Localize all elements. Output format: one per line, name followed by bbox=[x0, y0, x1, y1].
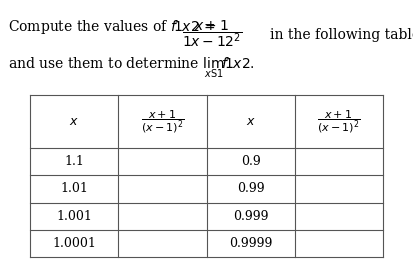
Text: and use them to determine $\lim_{x{\rm S}1}\! f\!1x2.$: and use them to determine $\lim_{x{\rm S… bbox=[8, 55, 255, 80]
Text: $\dfrac{x + 1}{(x - 1)^2}$: $\dfrac{x + 1}{(x - 1)^2}$ bbox=[317, 108, 361, 135]
Text: 1.01: 1.01 bbox=[60, 182, 88, 195]
Text: 1.001: 1.001 bbox=[56, 210, 92, 223]
Text: $\dfrac{x + 1}{(x - 1)^2}$: $\dfrac{x + 1}{(x - 1)^2}$ bbox=[141, 108, 184, 135]
Text: $\dfrac{x + 1}{1x - 12^2}$: $\dfrac{x + 1}{1x - 12^2}$ bbox=[182, 18, 242, 49]
Text: 0.99: 0.99 bbox=[237, 182, 264, 195]
Text: 1.0001: 1.0001 bbox=[52, 237, 96, 250]
Text: $x$: $x$ bbox=[246, 115, 256, 128]
Text: Compute the values of $f\!1x2\, =$: Compute the values of $f\!1x2\, =$ bbox=[8, 18, 216, 36]
Text: 0.999: 0.999 bbox=[233, 210, 268, 223]
Text: 0.9999: 0.9999 bbox=[229, 237, 272, 250]
Text: 0.9: 0.9 bbox=[241, 155, 261, 168]
Text: 1.1: 1.1 bbox=[64, 155, 84, 168]
Text: $x$: $x$ bbox=[69, 115, 79, 128]
Text: in the following table: in the following table bbox=[270, 28, 413, 42]
